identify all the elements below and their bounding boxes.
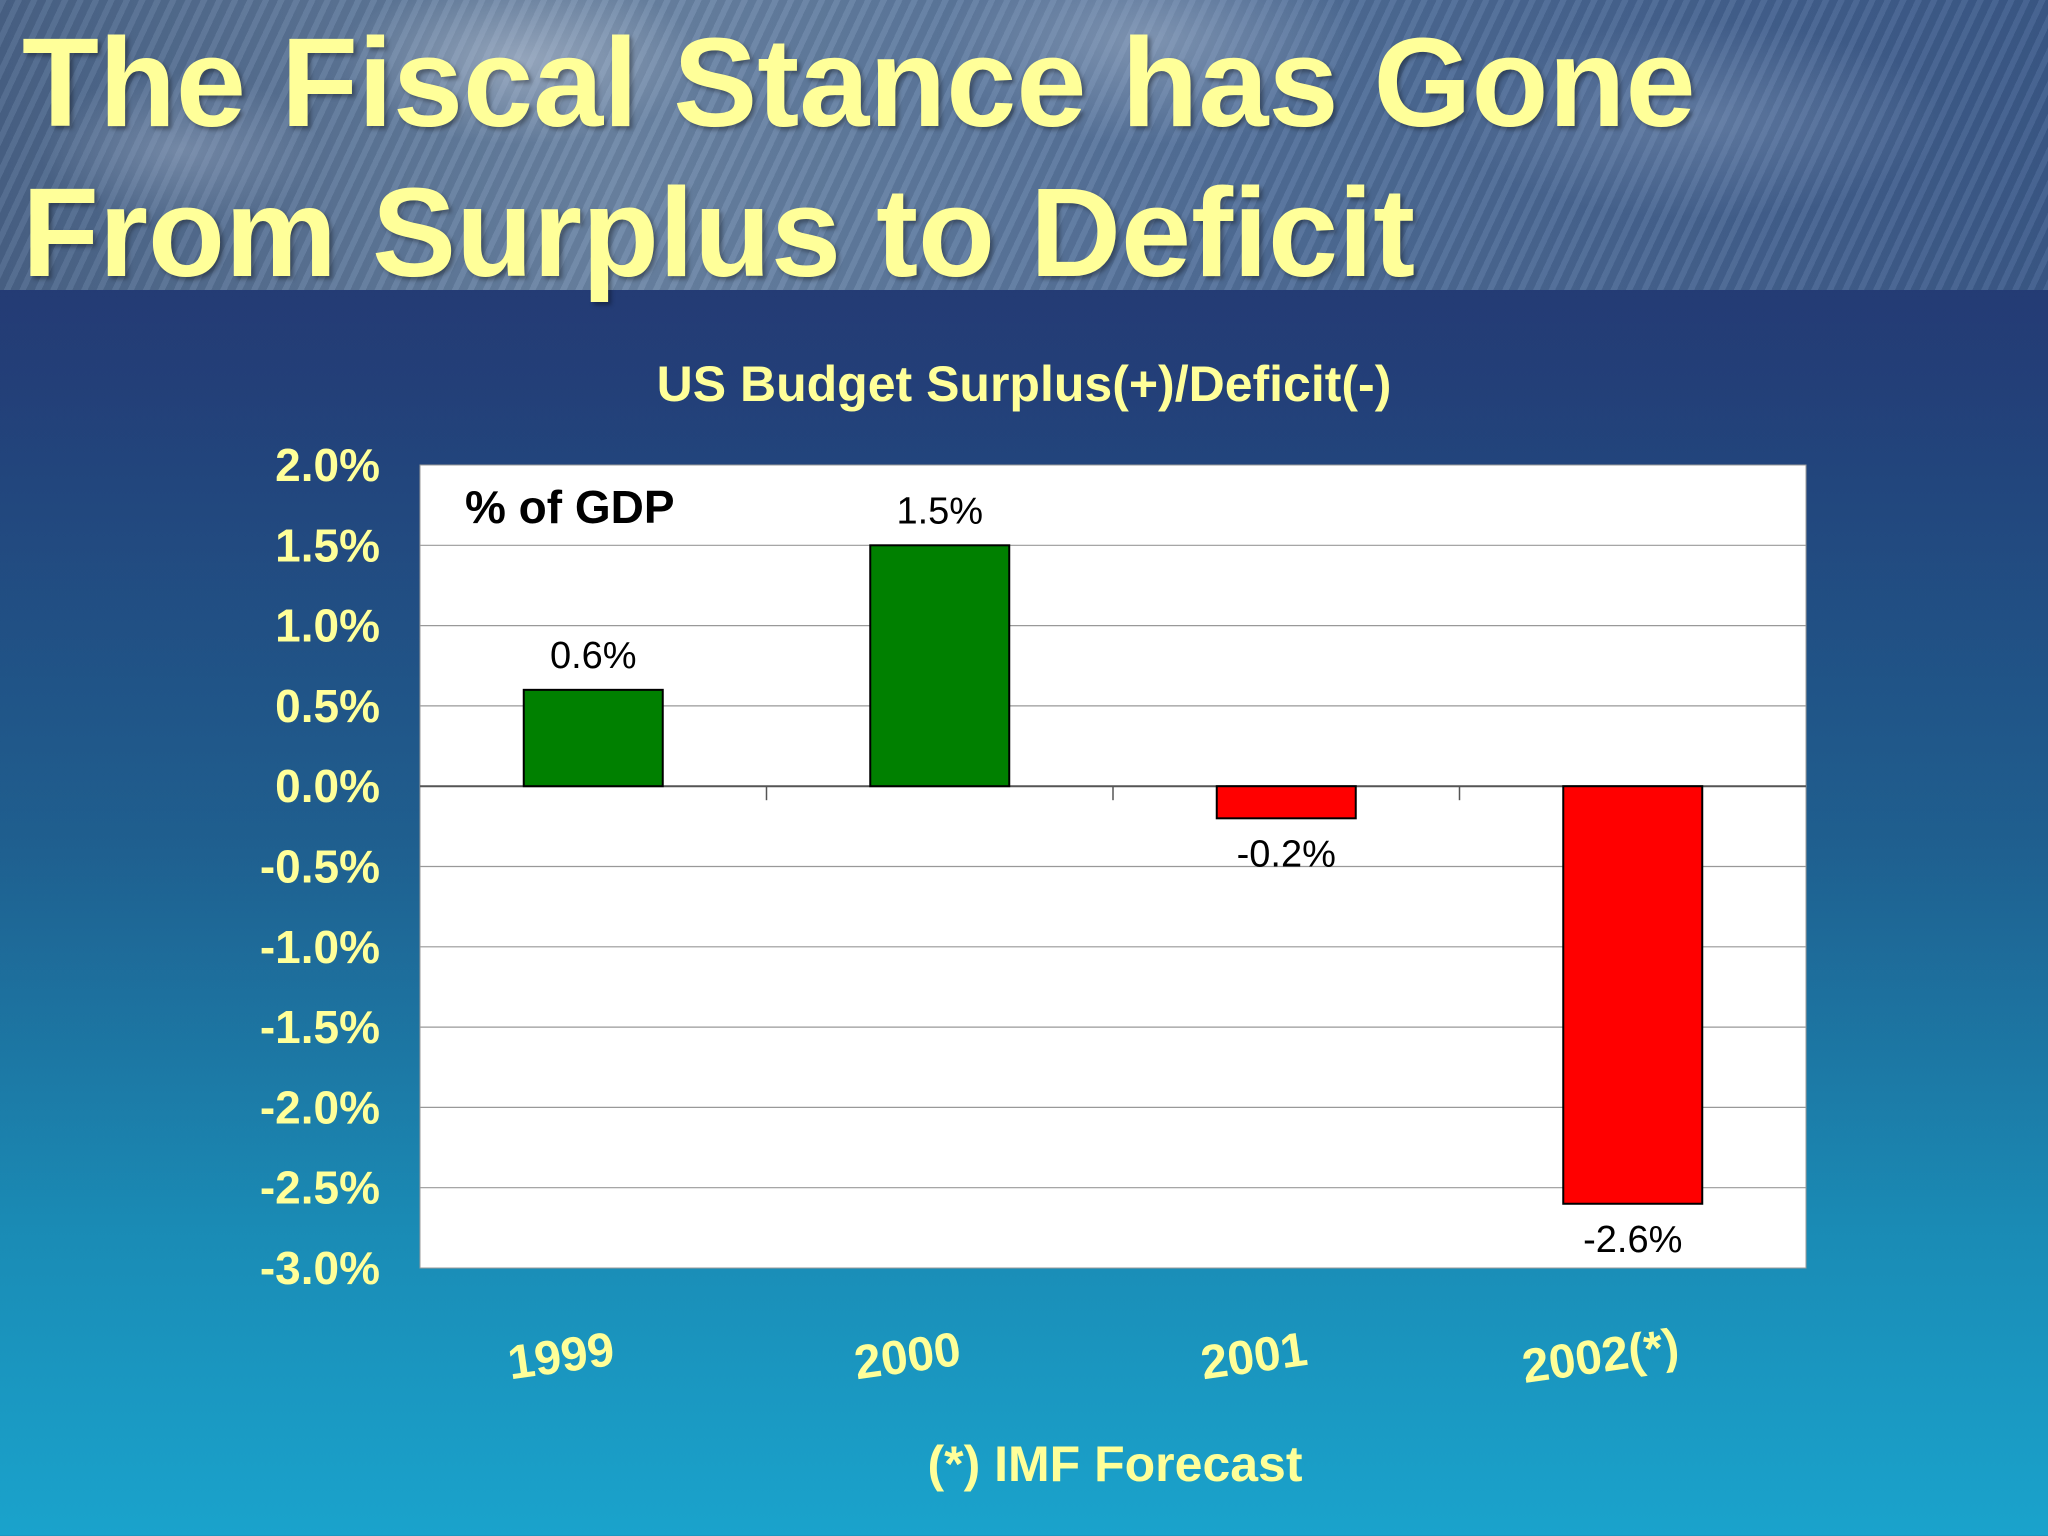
y-tick-label: -1.0% (260, 921, 380, 973)
unit-label: % of GDP (465, 481, 675, 533)
data-label: -2.6% (1583, 1219, 1682, 1261)
y-tick-label: 2.0% (275, 439, 380, 491)
y-tick-label: -0.5% (260, 841, 380, 893)
x-tick-label: 2000 (851, 1323, 964, 1390)
x-axis-ticks: 1999 2000 2001 2002(*) (505, 1319, 1683, 1393)
y-tick-label: -2.0% (260, 1081, 380, 1133)
slide-title: The Fiscal Stance has Gone From Surplus … (22, 12, 1696, 303)
bar-2001 (1215, 785, 1357, 820)
x-tick-label: 1999 (505, 1323, 618, 1390)
y-tick-label: 1.5% (275, 519, 380, 571)
bar-2000 (869, 544, 1011, 788)
bars (522, 544, 1704, 1205)
y-tick-label: -3.0% (260, 1242, 380, 1294)
data-labels: 0.6% 1.5% -0.2% -2.6% (550, 490, 1682, 1260)
data-label: 1.5% (896, 490, 983, 532)
data-label: 0.6% (550, 635, 637, 677)
footnote: (*) IMF Forecast (927, 1436, 1303, 1492)
chart-title: US Budget Surplus(+)/Deficit(-) (656, 356, 1392, 412)
bar-1999 (522, 688, 664, 788)
title-banner-background (0, 0, 2048, 290)
x-tick-label: 2002(*) (1519, 1319, 1682, 1393)
y-tick-label: 1.0% (275, 600, 380, 652)
y-tick-label: -2.5% (260, 1162, 380, 1214)
y-tick-label: 0.0% (275, 760, 380, 812)
x-tick-label: 2001 (1198, 1323, 1311, 1390)
y-tick-label: -1.5% (260, 1001, 380, 1053)
y-axis-ticks: 2.0% 1.5% 1.0% 0.5% 0.0% -0.5% -1.0% -1.5% -2.0%… (260, 439, 380, 1294)
y-tick-label: 0.5% (275, 680, 380, 732)
bar-2002 (1562, 785, 1704, 1205)
data-label: -0.2% (1237, 833, 1336, 875)
